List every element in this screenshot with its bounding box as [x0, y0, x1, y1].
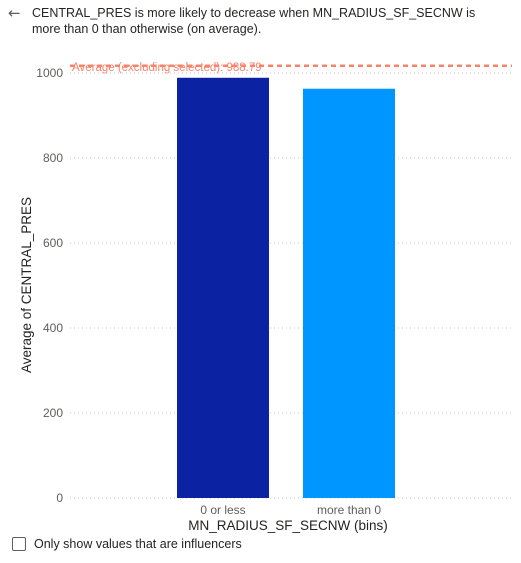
chart-description: CENTRAL_PRES is more likely to decrease … [32, 6, 476, 36]
y-tick-label: 800 [43, 151, 63, 165]
y-axis-ticks: 0 200 400 600 800 1000 [36, 66, 63, 505]
x-tick-label: 0 or less [200, 503, 245, 517]
bars [177, 77, 395, 498]
y-tick-label: 1000 [36, 66, 63, 80]
influencers-checkbox-label: Only show values that are influencers [34, 537, 242, 551]
arrow-left-icon[interactable]: ← [8, 4, 21, 22]
y-axis-label: Average of CENTRAL_PRES [19, 197, 34, 373]
influencers-filter[interactable]: Only show values that are influencers [12, 537, 242, 551]
x-axis-label: MN_RADIUS_SF_SECNW (bins) [188, 518, 388, 533]
bar-0[interactable] [177, 77, 269, 498]
y-tick-label: 200 [43, 406, 63, 420]
y-tick-label: 400 [43, 321, 63, 335]
bar-1[interactable] [303, 88, 395, 498]
x-axis-ticks: 0 or less more than 0 [200, 503, 381, 517]
y-tick-label: 600 [43, 236, 63, 250]
grid-lines [70, 72, 512, 499]
y-tick-label: 0 [56, 491, 63, 505]
x-tick-label: more than 0 [317, 503, 381, 517]
reference-line-group: Average (excluding selected): 988.79 [70, 62, 512, 74]
reference-line-label: Average (excluding selected): 988.79 [72, 62, 262, 74]
influencers-checkbox[interactable] [12, 537, 26, 551]
